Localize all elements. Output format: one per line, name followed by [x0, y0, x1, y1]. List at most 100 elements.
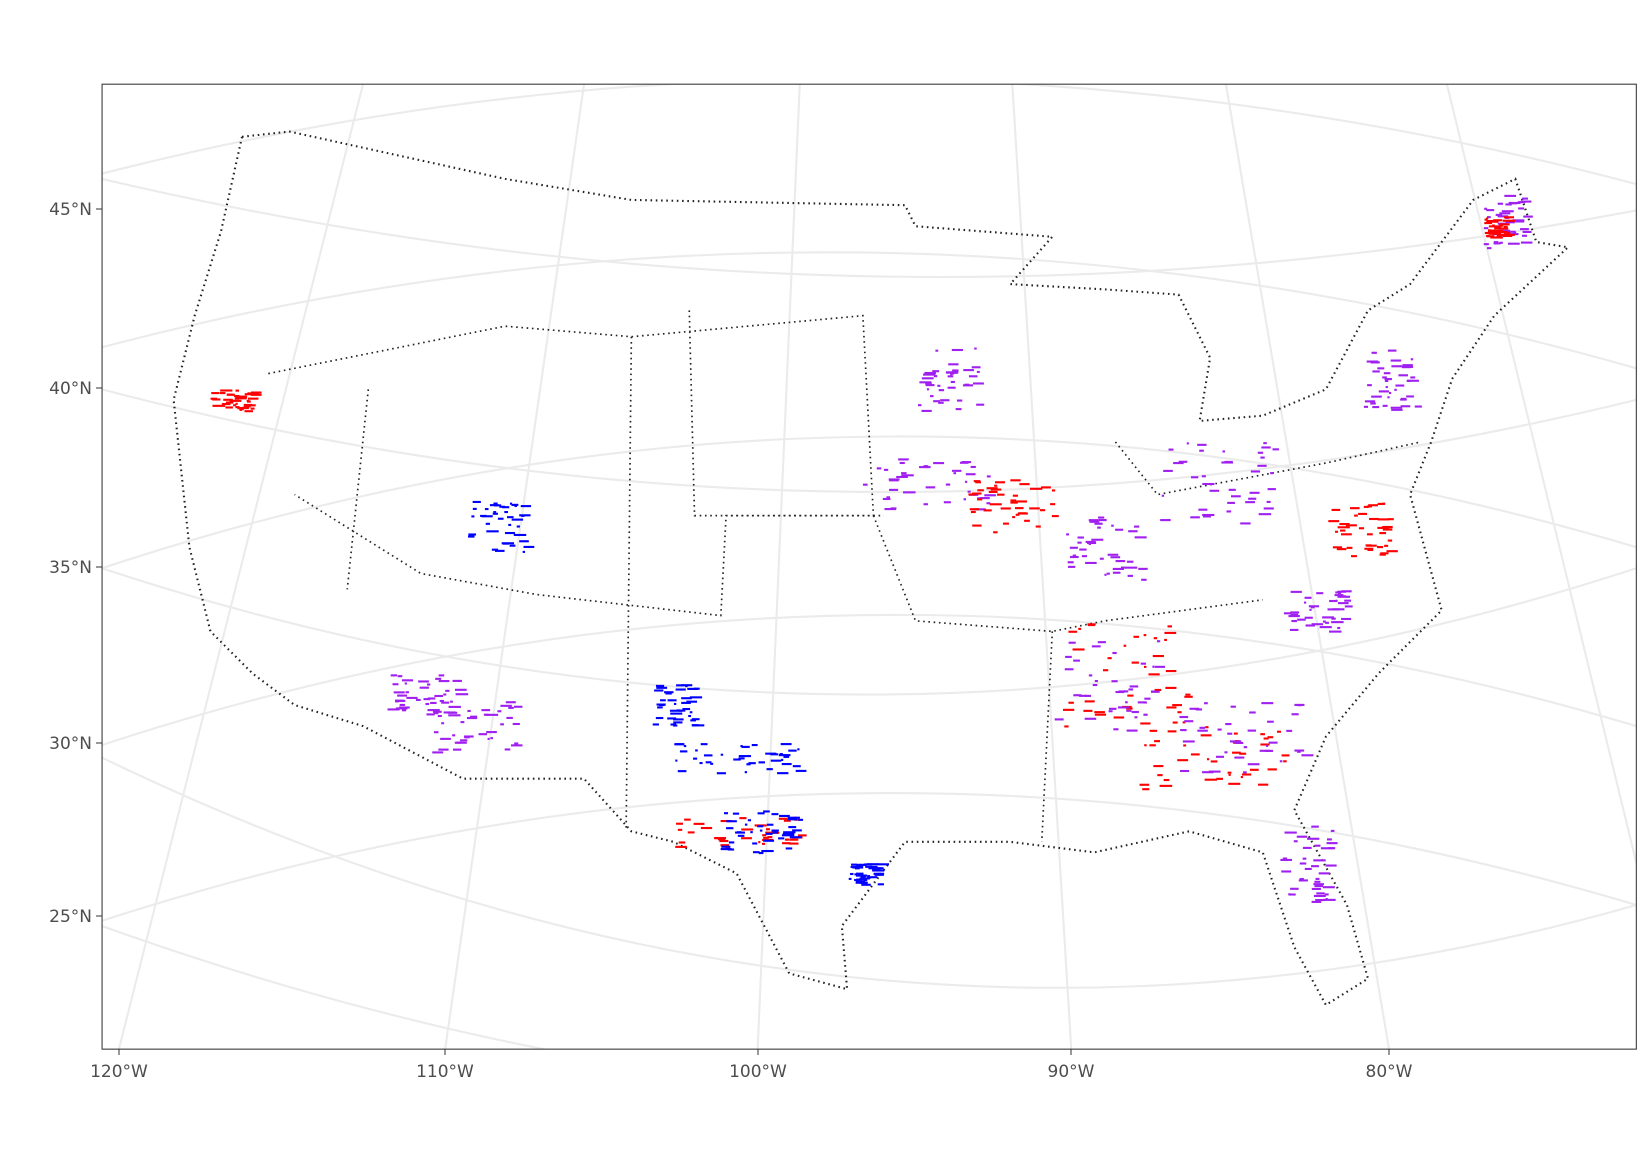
occurrence-mark — [1204, 778, 1218, 781]
occurrence-mark — [1315, 877, 1320, 880]
graticule-line — [756, 84, 801, 1050]
occurrence-mark — [980, 497, 990, 500]
occurrence-mark — [947, 375, 954, 378]
occurrence-mark — [675, 845, 687, 848]
lat-axis: 45°N 40°N 35°N 30°N 25°N — [49, 200, 102, 927]
occurrence-mark — [1354, 514, 1358, 517]
occurrence-mark — [976, 370, 980, 373]
occurrence-mark — [1377, 367, 1385, 370]
occurrence-mark — [1261, 446, 1271, 449]
occurrence-mark — [1148, 673, 1160, 676]
occurrence-mark — [1143, 665, 1147, 668]
occurrence-mark — [690, 719, 696, 722]
occurrence-mark — [925, 382, 932, 385]
occurrence-mark — [867, 876, 878, 879]
occurrence-mark — [1157, 774, 1163, 777]
occurrence-mark — [733, 758, 741, 761]
occurrence-mark — [427, 709, 440, 712]
graticule-line — [444, 84, 586, 1050]
occurrence-mark — [1260, 456, 1265, 459]
occurrence-mark — [861, 883, 871, 886]
occurrence-mark — [1514, 220, 1525, 223]
occurrence-mark — [1339, 595, 1347, 598]
occurrence-mark — [780, 743, 792, 746]
occurrence-mark — [226, 393, 233, 396]
occurrence-mark — [1066, 533, 1070, 536]
occurrence-mark — [1141, 578, 1147, 581]
occurrence-mark — [789, 838, 799, 841]
occurrence-mark — [1202, 482, 1215, 486]
occurrence-mark — [489, 504, 499, 507]
occurrence-mark — [1308, 605, 1320, 608]
occurrence-mark — [1341, 590, 1352, 593]
occurrence-mark — [493, 511, 497, 514]
occurrence-mark — [926, 388, 929, 391]
occurrence-mark — [1302, 857, 1307, 860]
occurrence-mark — [1250, 470, 1261, 473]
occurrence-mark — [675, 688, 686, 691]
state-borders — [268, 310, 1421, 842]
occurrence-mark — [1243, 746, 1248, 749]
occurrence-mark — [657, 706, 663, 709]
occurrence-mark — [1097, 526, 1101, 529]
occurrence-mark — [752, 842, 758, 845]
occurrence-mark — [748, 762, 756, 765]
occurrence-mark — [1283, 612, 1292, 615]
occurrence-mark — [1068, 701, 1074, 704]
occurrence-mark — [744, 771, 748, 774]
occurrence-mark — [460, 721, 465, 724]
occurrence-mark — [1307, 837, 1320, 840]
occurrence-mark — [889, 488, 899, 491]
occurrence-mark — [1127, 574, 1133, 577]
occurrence-mark — [964, 480, 968, 483]
occurrence-mark — [967, 490, 971, 493]
occurrence-mark — [1070, 555, 1079, 559]
occurrence-mark — [861, 875, 867, 878]
occurrence-mark — [210, 397, 218, 400]
occurrence-mark — [1302, 846, 1312, 849]
occurrence-mark — [1144, 697, 1151, 700]
occurrence-mark — [1377, 502, 1385, 505]
occurrence-mark — [925, 384, 935, 387]
occurrence-mark — [867, 875, 870, 878]
occurrence-mark — [1508, 242, 1520, 245]
occurrence-mark — [1154, 740, 1161, 743]
occurrence-mark — [508, 523, 512, 526]
occurrence-mark — [1123, 644, 1127, 647]
occurrence-mark — [1501, 210, 1514, 213]
occurrence-mark — [1068, 641, 1076, 644]
occurrence-mark — [1305, 624, 1315, 627]
occurrence-mark — [665, 692, 672, 695]
occurrence-mark — [433, 731, 439, 734]
occurrence-mark — [673, 718, 684, 721]
occurrence-mark — [1390, 359, 1402, 362]
occurrence-mark — [1289, 893, 1296, 896]
occurrence-mark — [1350, 507, 1360, 510]
occurrence-mark — [239, 407, 249, 410]
occurrence-mark — [977, 489, 984, 492]
occurrence-mark — [1118, 690, 1126, 693]
occurrence-mark — [1098, 516, 1105, 519]
occurrence-mark — [1383, 372, 1391, 375]
occurrence-mark — [675, 759, 678, 762]
occurrence-mark — [1182, 721, 1186, 724]
occurrence-mark — [976, 403, 985, 406]
occurrence-mark — [1363, 505, 1369, 508]
occurrence-mark — [1133, 635, 1139, 638]
occurrence-mark — [1504, 194, 1517, 197]
occurrence-mark — [1199, 449, 1204, 452]
occurrence-mark — [1050, 503, 1056, 506]
occurrence-mark — [481, 709, 491, 712]
occurrence-mark — [472, 507, 477, 510]
occurrence-mark — [244, 405, 251, 408]
occurrence-mark — [1183, 744, 1187, 747]
occurrence-mark — [427, 697, 436, 700]
occurrence-mark — [656, 686, 668, 689]
occurrence-mark — [1111, 680, 1118, 683]
occurrence-mark — [938, 401, 944, 404]
occurrence-mark — [1334, 594, 1344, 597]
occurrence-mark — [761, 842, 766, 845]
occurrence-mark — [1156, 640, 1161, 643]
occurrence-mark — [1197, 443, 1207, 446]
occurrence-mark — [485, 522, 490, 525]
